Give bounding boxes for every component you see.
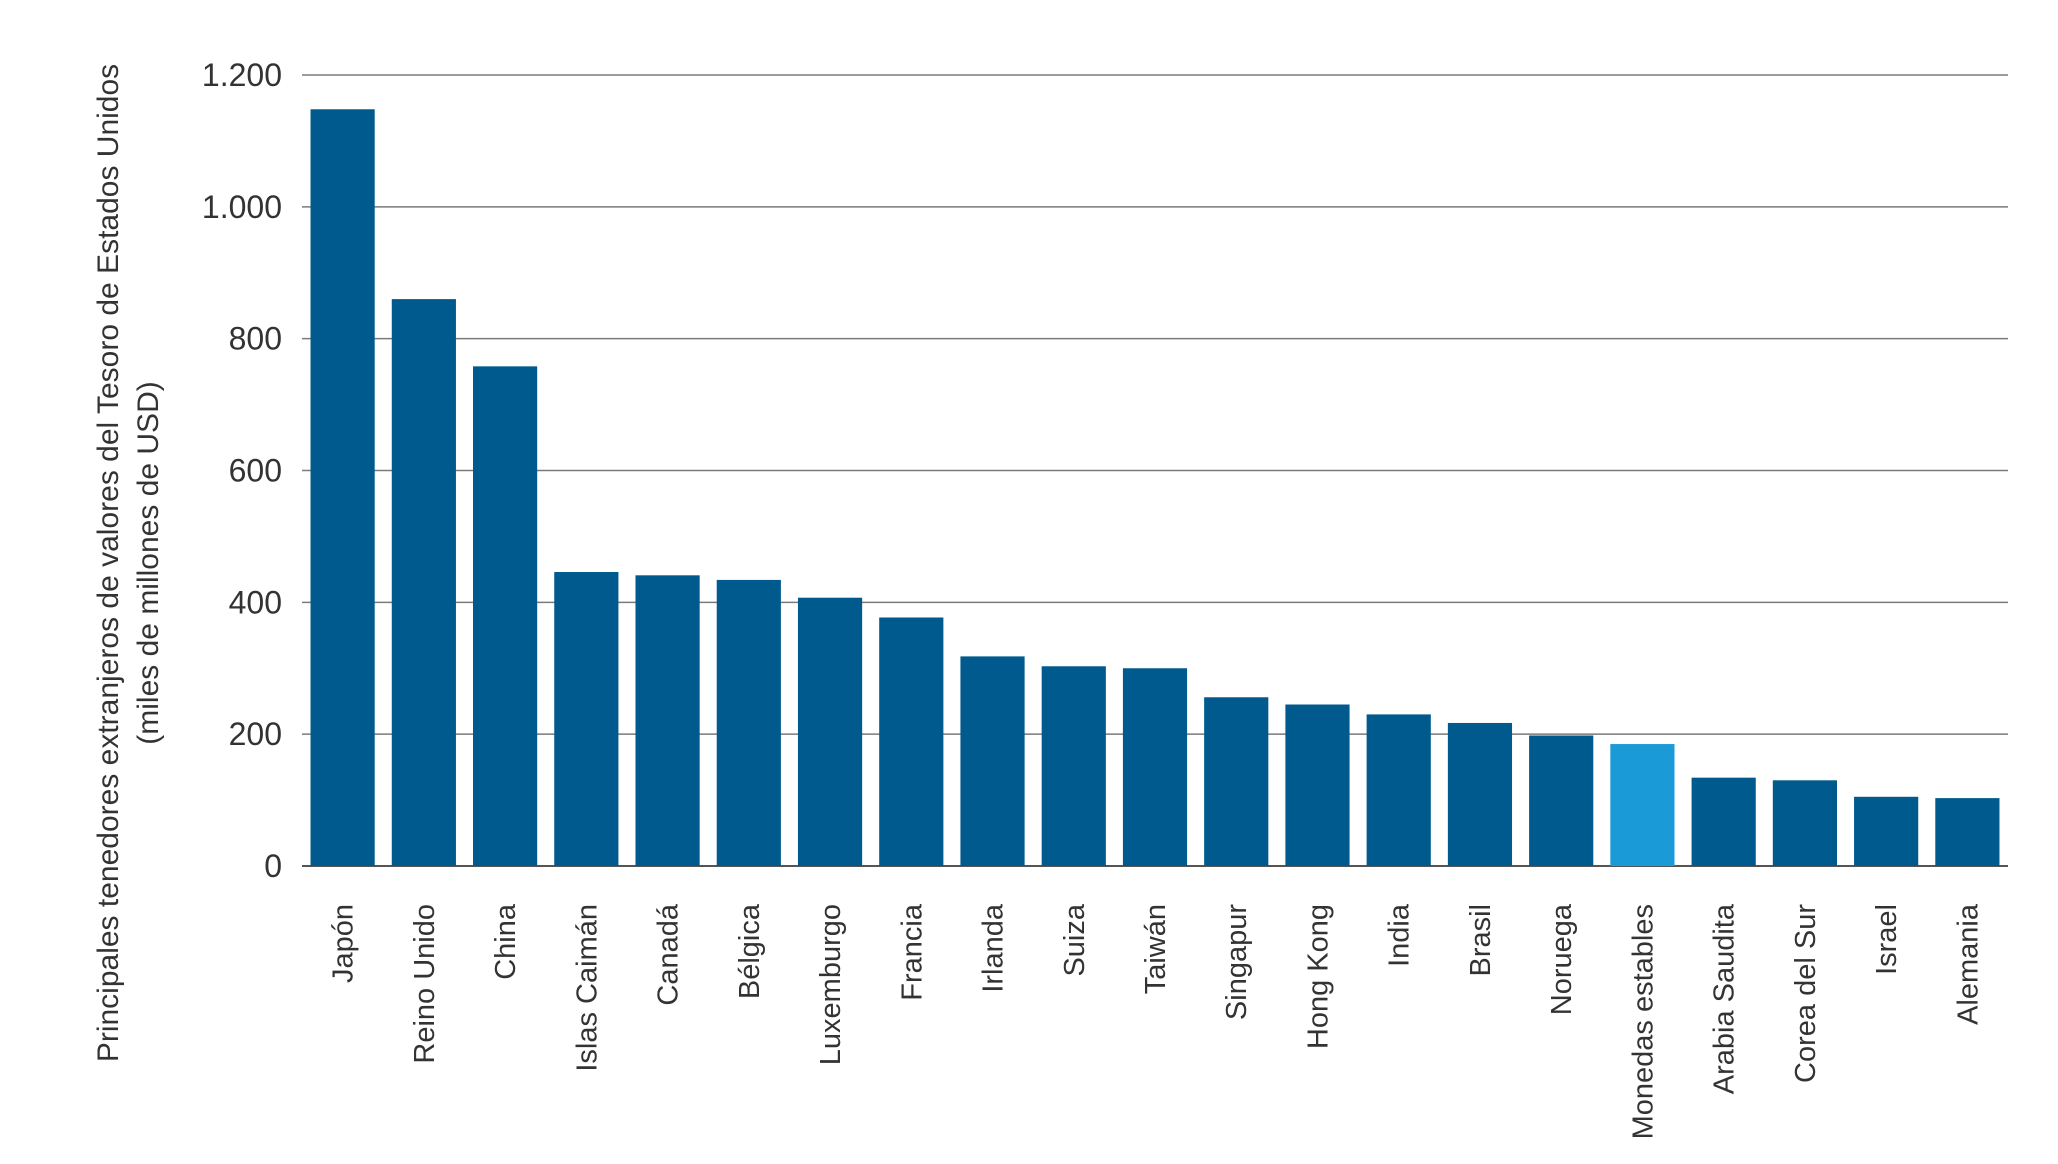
x-tick-label: Hong Kong (1302, 904, 1334, 1049)
x-tick-label: Luxemburgo (815, 904, 847, 1065)
x-tick-label: Bélgica (734, 903, 766, 999)
x-tick-label: Arabia Saudita (1709, 903, 1741, 1094)
bar (716, 579, 781, 866)
x-tick-label: Japón (328, 904, 360, 983)
x-tick-label: Canadá (653, 903, 685, 1005)
bar (310, 109, 375, 866)
x-tick-label: Suiza (1059, 903, 1091, 976)
bars (310, 109, 2000, 866)
y-tick-label: 400 (229, 584, 282, 620)
x-tick-label: Monedas estables (1627, 904, 1659, 1139)
y-tick-label: 1.000 (202, 189, 282, 225)
y-tick-label: 200 (229, 716, 282, 752)
x-tick-label: Irlanda (978, 903, 1010, 993)
x-tick-label: Corea del Sur (1790, 904, 1822, 1083)
bar (1529, 735, 1594, 866)
bar (635, 575, 700, 866)
x-tick-label: Brasil (1465, 904, 1497, 977)
x-tick-label: Reino Unido (409, 904, 441, 1064)
bar (960, 656, 1025, 866)
x-tick-label: Islas Caimán (571, 904, 603, 1072)
bar (1285, 704, 1350, 866)
x-tick-label: Francia (896, 903, 928, 1001)
y-axis-title-unit: (miles de millones de USD) (132, 381, 165, 744)
bar (1447, 722, 1513, 866)
bar (1204, 697, 1269, 866)
x-tick-label: Singapur (1221, 904, 1253, 1020)
x-tick-label: Israel (1871, 904, 1903, 975)
bar (1041, 666, 1106, 866)
x-tick-label: China (490, 903, 522, 980)
bar (879, 617, 944, 866)
y-tick-label: 0 (264, 848, 282, 884)
bar (797, 597, 863, 866)
bar (1854, 796, 1919, 866)
x-tick-label: Noruega (1546, 903, 1578, 1015)
bar (554, 572, 619, 866)
y-tick-label: 800 (229, 321, 282, 357)
bar (391, 299, 456, 866)
bar (473, 366, 538, 866)
bar (1610, 744, 1675, 866)
bar (1772, 780, 1837, 866)
x-tick-label: Alemania (1952, 903, 1984, 1025)
bar (1935, 798, 2000, 866)
x-axis-ticks: Japón Reino Unido China Islas Caimán Canadá B… (328, 903, 1985, 1139)
bar (1691, 777, 1756, 866)
y-tick-label: 600 (229, 453, 282, 489)
x-tick-label: Taiwán (1140, 904, 1172, 994)
x-tick-label: India (1384, 903, 1416, 967)
y-axis-ticks: 0 200 400 600 800 1.000 1.200 (202, 57, 282, 884)
bar (1122, 668, 1188, 866)
y-tick-label: 1.200 (202, 57, 282, 93)
y-axis-title: Principales tenedores extranjeros de val… (92, 64, 125, 1062)
bar (1366, 714, 1431, 866)
